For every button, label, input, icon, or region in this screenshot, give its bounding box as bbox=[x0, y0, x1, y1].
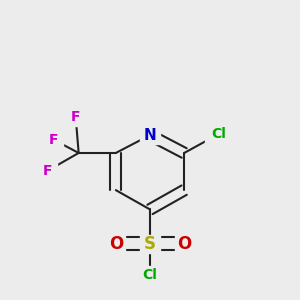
Bar bbox=[44, 131, 63, 148]
Text: N: N bbox=[144, 128, 156, 142]
Bar bbox=[66, 108, 85, 126]
Text: O: O bbox=[177, 235, 191, 253]
Text: O: O bbox=[109, 235, 123, 253]
Bar bbox=[136, 266, 164, 284]
Bar bbox=[205, 125, 232, 143]
Bar bbox=[175, 235, 194, 253]
Text: Cl: Cl bbox=[211, 127, 226, 141]
Text: S: S bbox=[144, 235, 156, 253]
Bar bbox=[140, 235, 160, 253]
Bar bbox=[38, 162, 57, 180]
Text: Cl: Cl bbox=[142, 268, 158, 282]
Text: F: F bbox=[43, 164, 52, 178]
Text: F: F bbox=[49, 133, 58, 147]
Bar bbox=[140, 126, 160, 144]
Text: F: F bbox=[71, 110, 80, 124]
Bar bbox=[106, 235, 125, 253]
